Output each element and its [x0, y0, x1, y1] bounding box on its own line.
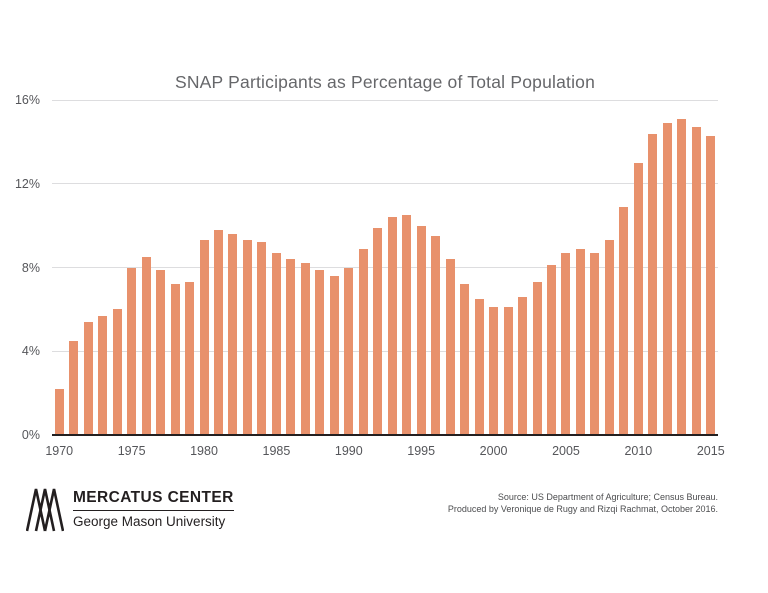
y-tick-label-0: 0% — [21, 428, 40, 442]
bar-1992 — [373, 227, 383, 435]
gridline-8 — [52, 267, 718, 268]
bar-1980 — [199, 240, 209, 435]
bar-2015 — [706, 135, 716, 435]
bar-1975 — [127, 267, 137, 435]
bar-1985 — [271, 252, 281, 435]
bar-2012 — [662, 123, 672, 435]
x-axis-line — [52, 434, 718, 436]
x-tick-label-1970: 1970 — [45, 444, 74, 458]
bar-2005 — [561, 252, 571, 435]
bar-1993 — [387, 217, 397, 435]
x-tick-label-1975: 1975 — [117, 444, 146, 458]
bar-1982 — [228, 234, 238, 435]
bar-2009 — [619, 206, 629, 435]
bar-1976 — [141, 257, 151, 435]
x-tick-label-2005: 2005 — [552, 444, 580, 458]
bar-1996 — [431, 236, 441, 435]
x-tick-label-2010: 2010 — [624, 444, 653, 458]
y-tick-label-4: 4% — [21, 344, 40, 359]
mercatus-brand-text: MERCATUS CENTER George Mason University — [73, 489, 234, 529]
x-tick-label-2015: 2015 — [696, 444, 725, 458]
x-tick-label-2000: 2000 — [479, 444, 508, 458]
bar-2013 — [677, 118, 687, 435]
bar-1981 — [214, 229, 223, 435]
x-tick-label-1995: 1995 — [407, 444, 436, 458]
bar-2011 — [648, 133, 658, 435]
x-tick-label-1985: 1985 — [262, 444, 291, 458]
bar-1995 — [416, 225, 426, 435]
bar-1979 — [185, 282, 195, 435]
bar-2008 — [604, 240, 614, 435]
bar-1986 — [286, 259, 296, 435]
bar-2001 — [503, 307, 513, 435]
bar-1990 — [344, 267, 354, 435]
bar-2014 — [691, 127, 701, 435]
bar-2004 — [547, 265, 556, 435]
bar-1972 — [83, 321, 93, 435]
bar-1973 — [98, 315, 108, 435]
bar-1970 — [54, 388, 64, 435]
source-attribution: Source: US Department of Agriculture; Ce… — [448, 492, 718, 515]
bar-1977 — [156, 269, 166, 435]
mercatus-center-label: MERCATUS CENTER — [73, 489, 234, 511]
bar-1988 — [315, 269, 325, 435]
bar-2010 — [633, 162, 643, 435]
plot-area: 0% 4% 8% 12% 16% 1970 1975 1980 1985 1990 1995 2000… — [15, 93, 725, 458]
bar-2000 — [489, 307, 499, 435]
bar-1998 — [460, 284, 470, 435]
gridline-12 — [52, 183, 718, 185]
george-mason-university-label: George Mason University — [73, 514, 226, 529]
gridline-16 — [52, 99, 718, 101]
bar-1978 — [170, 284, 180, 435]
bar-2007 — [590, 252, 600, 435]
x-tick-label-1990: 1990 — [334, 444, 363, 458]
bar-1984 — [257, 242, 267, 435]
y-tick-label-12: 12% — [14, 176, 40, 191]
x-tick-label-1980: 1980 — [190, 444, 218, 458]
bar-1971 — [69, 340, 79, 435]
mercatus-brand-block: MERCATUS CENTER George Mason University — [26, 486, 234, 532]
bar-1989 — [329, 275, 339, 435]
bar-1983 — [242, 240, 252, 435]
bar-1999 — [474, 298, 484, 435]
bar-2003 — [532, 282, 542, 435]
source-line-1: Source: US Department of Agriculture; Ce… — [497, 492, 718, 502]
bar-2002 — [518, 296, 528, 435]
source-line-2: Produced by Veronique de Rugy and Rizqi … — [447, 503, 718, 514]
bar-1994 — [402, 215, 412, 435]
bar-1991 — [358, 248, 368, 435]
bar-1974 — [112, 309, 122, 435]
mercatus-logo-icon — [26, 488, 64, 532]
bar-1987 — [300, 263, 310, 435]
bar-1997 — [445, 259, 455, 435]
y-tick-label-16: 16% — [14, 93, 40, 107]
gridline-4 — [52, 350, 718, 352]
bar-2006 — [575, 248, 585, 435]
y-tick-label-8: 8% — [21, 260, 40, 275]
chart-title: SNAP Participants as Percentage of Total… — [174, 72, 596, 92]
